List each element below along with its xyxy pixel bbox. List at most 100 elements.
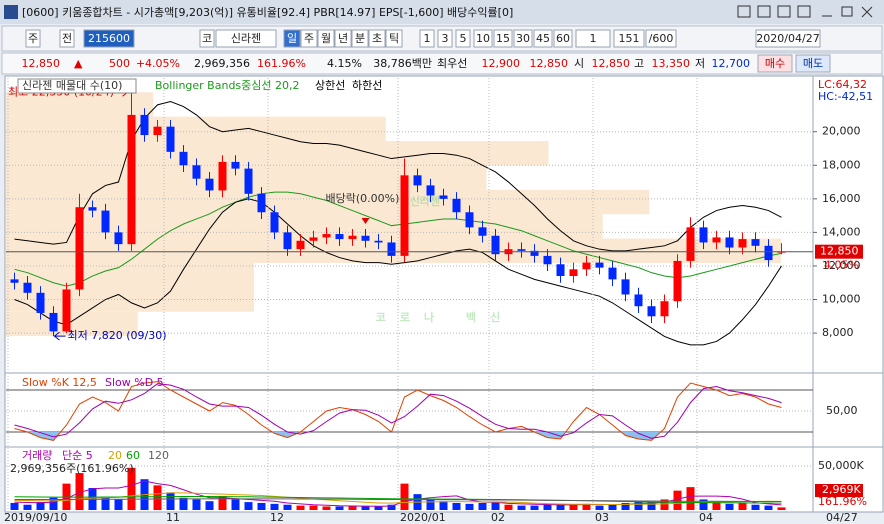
watermark: 신라젠 <box>410 194 440 208</box>
toolbar-button[interactable] <box>419 29 435 48</box>
toolbar-button[interactable] <box>317 29 335 48</box>
volume-bar <box>725 503 734 510</box>
legend-label: Bollinger Bands중심선 20,2 <box>155 79 300 92</box>
order-button[interactable] <box>795 54 831 73</box>
toolbar-button[interactable] <box>473 29 493 48</box>
volume-bar <box>283 504 292 510</box>
volume-profile-bar <box>6 141 549 166</box>
quote-field: 13,350 <box>652 57 691 70</box>
candle-body <box>699 227 708 243</box>
toolbar-button[interactable] <box>25 29 41 48</box>
volume-bar <box>335 506 344 510</box>
volume-bar <box>647 502 656 510</box>
toolbar-button[interactable] <box>533 29 553 48</box>
candle-body <box>270 212 279 233</box>
toolbar-button[interactable] <box>437 29 453 48</box>
volume-bar <box>751 504 760 510</box>
volume-bar <box>582 503 591 510</box>
toolbar-button[interactable] <box>59 29 75 48</box>
candle-body <box>101 210 110 233</box>
toolbar-button[interactable] <box>351 29 369 48</box>
volume-bar <box>478 502 487 510</box>
toolbar-label: 신라젠 <box>231 32 261 45</box>
candle-body <box>543 255 552 265</box>
toolbar-button[interactable] <box>553 29 573 48</box>
volume-bar <box>439 501 448 510</box>
volume-profile-bar <box>6 311 138 337</box>
candle-body <box>75 207 84 290</box>
order-button[interactable] <box>757 54 793 73</box>
volume-bar <box>244 502 253 510</box>
bollinger-line <box>14 198 782 346</box>
bollinger-line <box>14 191 782 287</box>
toolbar-label: 215600 <box>88 32 130 45</box>
volume-bar <box>634 501 643 510</box>
candle-body <box>686 227 695 261</box>
volume-bar <box>569 504 578 510</box>
candle-body <box>439 195 448 199</box>
candle-body <box>296 240 305 250</box>
y-tick-label: 16,000 <box>822 192 861 205</box>
toolbar-label: 1 <box>590 32 597 45</box>
toolbar-button[interactable] <box>334 29 352 48</box>
volume-bar <box>114 499 123 510</box>
candle-body <box>10 279 19 283</box>
volume-bar <box>296 505 305 510</box>
toolbar-button[interactable] <box>755 29 821 48</box>
toolbar-button[interactable] <box>283 29 301 48</box>
y-tick-label: 10,000 <box>822 293 861 306</box>
toolbar-button[interactable] <box>493 29 513 48</box>
volume-bar <box>543 504 552 510</box>
quote-field: 최우선 <box>437 57 467 70</box>
volume-ma-line <box>14 480 782 507</box>
volume-bar <box>10 502 19 510</box>
volume-bar <box>36 502 45 510</box>
candle-body <box>582 262 591 270</box>
candle-body <box>23 282 32 293</box>
legend-label: 하한선 <box>352 78 382 92</box>
quote-field: 시 <box>574 57 584 70</box>
toolbar-label: 60 <box>556 32 570 45</box>
candle-body <box>257 193 266 213</box>
toolbar-button[interactable] <box>215 29 277 48</box>
candle-body <box>179 151 188 166</box>
x-tick-label: 03 <box>595 511 609 524</box>
cursor-date: 04/27 <box>826 511 858 524</box>
toolbar-button[interactable] <box>575 29 611 48</box>
volume-bar <box>218 495 227 510</box>
volume-bar <box>738 502 747 510</box>
x-tick-label: 04 <box>699 511 713 524</box>
toolbar-button[interactable] <box>385 29 403 48</box>
candle-body <box>465 212 474 228</box>
volume-bar <box>166 492 175 510</box>
legend-label: 상한선 <box>315 79 345 92</box>
candle-body <box>387 242 396 256</box>
quote-field: 고 <box>634 57 644 70</box>
window-controls[interactable] <box>737 5 873 18</box>
toolbar-button[interactable] <box>300 29 318 48</box>
legend-label: 120 <box>148 449 169 462</box>
x-tick-label: 2019/09/10 <box>4 511 67 524</box>
toolbar-button[interactable] <box>368 29 386 48</box>
volume-bar <box>75 473 84 510</box>
toolbar-button[interactable] <box>613 29 645 48</box>
legend-label: Slow %K 12,5 <box>22 376 97 389</box>
toolbar-button[interactable] <box>513 29 533 48</box>
stochastic-line <box>14 383 782 439</box>
candle-body <box>725 237 734 248</box>
toolbar-button[interactable] <box>199 29 215 48</box>
candle-body <box>361 235 370 241</box>
quote-field: 매수 <box>765 57 785 70</box>
toolbar-button[interactable] <box>455 29 471 48</box>
low-annotation: 최저 7,820 (09/30) <box>68 329 167 342</box>
current-volume-pct: 161.96% <box>818 495 867 508</box>
toolbar-button[interactable] <box>645 29 677 48</box>
candle-body <box>400 175 409 256</box>
toolbar-button[interactable] <box>83 29 135 48</box>
candle-body <box>751 239 760 246</box>
legend-label: 신라젠 매물대 수(10) <box>22 79 122 92</box>
candle-body <box>712 237 721 243</box>
y-tick-label: 18,000 <box>822 158 861 171</box>
candle-body <box>621 279 630 295</box>
candle-body <box>322 234 331 238</box>
